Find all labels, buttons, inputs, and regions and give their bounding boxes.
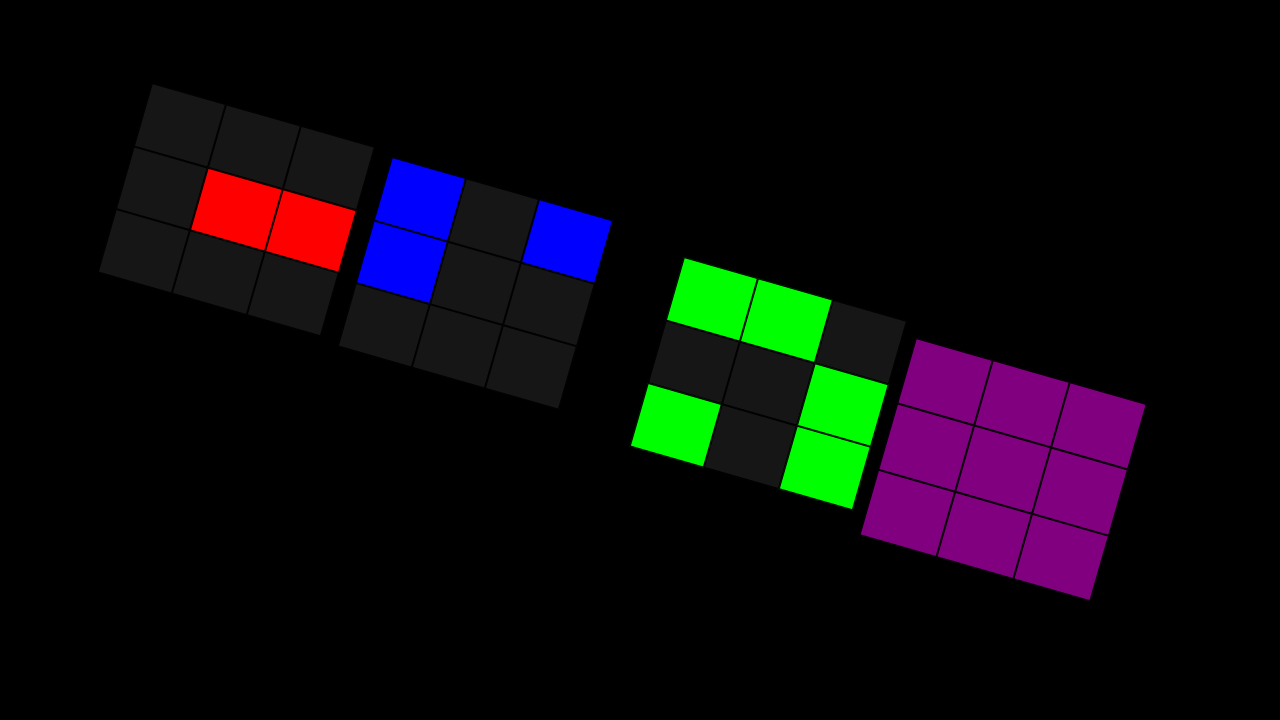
red-grid[interactable] <box>97 83 376 337</box>
purple-grid[interactable] <box>859 338 1147 602</box>
blue-grid[interactable] <box>337 157 614 410</box>
green-grid[interactable] <box>629 257 908 511</box>
